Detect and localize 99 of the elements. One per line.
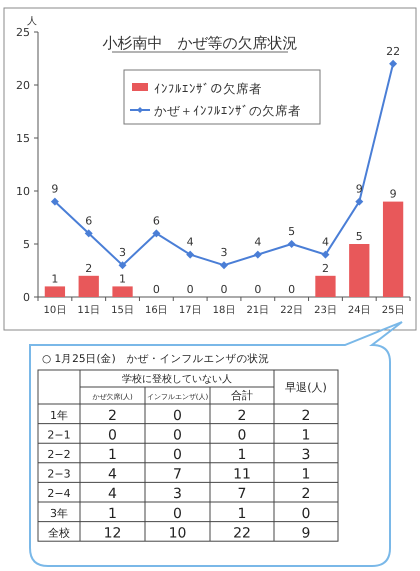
point	[152, 229, 160, 238]
chart-title: 小杉南中 かぜ等の欠席状況	[102, 34, 298, 52]
bar	[382, 202, 404, 297]
data-label: 0	[173, 408, 182, 424]
x-tick-label: 10日	[44, 305, 66, 316]
data-label: 11	[233, 466, 251, 483]
y-tick-label: 2−3	[47, 468, 71, 481]
data-label: 1	[108, 506, 117, 522]
x-tick-label: 24日	[348, 305, 371, 316]
x-tick-label: 合計	[231, 389, 253, 402]
data-label: 4	[186, 236, 194, 249]
data-label: 4	[108, 486, 118, 502]
x-tick-label: 18日	[212, 305, 236, 316]
data-label: 10	[168, 525, 186, 542]
point	[118, 261, 127, 270]
data-label: 0	[173, 447, 182, 463]
data-label: 7	[173, 466, 182, 483]
data-label: 0	[220, 283, 228, 296]
x-tick-label: 22日	[280, 305, 304, 316]
bar	[315, 276, 336, 297]
point	[355, 198, 364, 206]
data-label: 7	[238, 486, 246, 502]
point	[321, 250, 330, 259]
y-tick-label: 10	[16, 185, 30, 198]
data-label: 1	[302, 466, 310, 483]
bar	[44, 286, 66, 297]
data-label: 0	[152, 283, 160, 296]
data-label: 6	[152, 214, 160, 228]
y-axis-title: 人	[27, 16, 37, 27]
bar	[112, 286, 133, 297]
y-tick-label: 2−4	[47, 487, 71, 500]
data-label: 0	[302, 506, 310, 522]
data-label: 2	[85, 262, 92, 275]
bar	[78, 276, 99, 297]
x-tick-label: 早退(人)	[285, 381, 327, 394]
data-label: 4	[322, 236, 329, 249]
data-label: 2	[322, 262, 329, 275]
point	[84, 229, 93, 238]
data-label: 2	[302, 408, 310, 424]
y-tick-label: 0	[23, 291, 30, 304]
y-tick-label: 20	[16, 79, 30, 92]
data-label: 9	[390, 188, 397, 201]
point	[50, 198, 59, 206]
data-label: 0	[254, 283, 262, 296]
bar	[349, 244, 370, 297]
data-label: 22	[386, 44, 400, 58]
data-label: 1	[108, 447, 117, 463]
chart-title: ○ 1月25日(金) かぜ・インフルエンザの状況	[42, 353, 270, 365]
x-tick-label: 15日	[111, 305, 134, 316]
y-tick-label: 15	[16, 132, 30, 145]
data-label: 3	[220, 246, 228, 260]
data-label: 9	[51, 182, 58, 196]
data-label: 3	[173, 486, 182, 502]
point	[186, 250, 194, 259]
data-label: 22	[233, 525, 251, 542]
legend-label: ｲﾝﾌﾙｴﾝｻﾞの欠席者	[154, 81, 262, 96]
data-label: 2	[302, 486, 310, 502]
text: 学校に登校していない人	[122, 373, 232, 385]
y-tick-label: 1年	[50, 408, 68, 422]
data-label: 2	[108, 408, 117, 424]
x-tick-label: 21日	[246, 305, 270, 316]
data-label: 6	[85, 214, 92, 228]
data-label: 0	[186, 283, 194, 296]
data-label: 9	[302, 525, 310, 542]
y-tick-label: 3年	[50, 506, 68, 520]
legend-label: かぜ＋ｲﾝﾌﾙｴﾝｻﾞの欠席者	[154, 103, 301, 118]
point	[288, 240, 296, 248]
data-label: 3	[119, 246, 126, 260]
x-tick-label: 23日	[314, 305, 337, 316]
data-label: 5	[288, 225, 296, 238]
x-tick-label: 11日	[77, 305, 100, 316]
x-tick-label: 17日	[178, 305, 202, 316]
y-tick-label: 2−1	[47, 428, 71, 442]
data-label: 5	[356, 230, 363, 243]
data-label: 1	[51, 272, 58, 286]
data-label: 0	[288, 283, 296, 296]
data-label: 3	[302, 447, 310, 463]
y-tick-label: 5	[23, 238, 30, 251]
data-label: 0	[108, 427, 117, 444]
point	[254, 250, 262, 259]
data-label: 4	[108, 466, 118, 483]
data-label: 1	[302, 427, 310, 444]
data-label: 1	[119, 272, 126, 286]
data-label: 0	[173, 427, 182, 444]
x-tick-label: 25日	[382, 305, 404, 316]
point	[220, 261, 228, 270]
y-tick-label: 2−2	[47, 448, 71, 461]
data-label: 0	[238, 427, 246, 444]
data-label: 1	[238, 506, 246, 522]
data-label: 12	[104, 525, 122, 542]
y-tick-label: 全校	[48, 526, 70, 540]
data-label: 9	[356, 182, 363, 196]
point	[389, 60, 398, 68]
data-label: 1	[238, 447, 246, 463]
x-tick-label: 16日	[144, 305, 168, 316]
y-tick-label: 25	[16, 26, 30, 39]
data-label: 2	[238, 408, 246, 424]
data-label: 4	[254, 236, 262, 249]
data-label: 0	[173, 506, 182, 522]
